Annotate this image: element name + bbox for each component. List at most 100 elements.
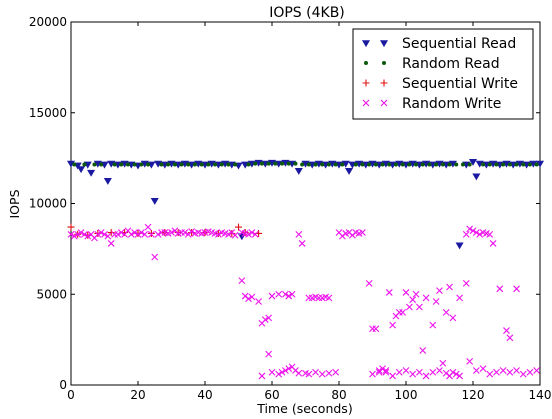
point-random-write bbox=[268, 368, 276, 376]
point-random-write bbox=[245, 295, 252, 303]
point-random-write bbox=[429, 368, 437, 376]
point-random-read bbox=[393, 162, 398, 167]
point-random-write bbox=[466, 358, 474, 365]
point-random-read bbox=[233, 162, 238, 167]
legend-marker bbox=[380, 79, 388, 87]
point-random-read bbox=[427, 162, 432, 167]
x-tick-label: 140 bbox=[529, 388, 552, 402]
point-random-read bbox=[400, 162, 405, 167]
point-random-write bbox=[114, 230, 122, 238]
point-sequential-read bbox=[468, 158, 478, 166]
point-random-write bbox=[131, 229, 139, 236]
point-random-write bbox=[469, 227, 477, 235]
point-random-write bbox=[429, 321, 437, 329]
point-random-write bbox=[399, 309, 407, 316]
point-random-write bbox=[472, 367, 480, 374]
point-random-read bbox=[219, 162, 224, 167]
point-random-write bbox=[456, 372, 463, 380]
point-random-write bbox=[312, 368, 319, 376]
point-random-read bbox=[92, 162, 97, 167]
y-tick-label: 20000 bbox=[29, 15, 67, 29]
point-random-write bbox=[107, 240, 115, 247]
point-random-write bbox=[251, 230, 259, 238]
point-random-write bbox=[325, 369, 333, 377]
point-random-read bbox=[501, 162, 506, 167]
point-random-read bbox=[119, 162, 124, 167]
point-random-write bbox=[416, 303, 423, 311]
point-random-write bbox=[141, 230, 149, 238]
legend: Sequential Read Random Read Sequential Wri… bbox=[352, 28, 534, 120]
point-random-read bbox=[132, 162, 137, 167]
point-random-read bbox=[326, 162, 331, 167]
point-random-read bbox=[454, 162, 459, 167]
data-points bbox=[66, 158, 545, 380]
point-random-read bbox=[259, 161, 264, 166]
x-tick-label: 100 bbox=[395, 388, 418, 402]
y-tick-label: 5000 bbox=[36, 287, 67, 301]
point-random-read bbox=[206, 162, 211, 167]
point-random-write bbox=[265, 350, 273, 358]
point-random-write bbox=[97, 229, 105, 236]
point-random-read bbox=[434, 162, 439, 167]
point-random-read bbox=[407, 162, 412, 167]
point-random-write bbox=[409, 296, 417, 304]
point-random-write bbox=[419, 347, 427, 354]
point-random-write bbox=[285, 292, 293, 300]
point-sequential-read bbox=[103, 178, 112, 185]
x-tick-label: 80 bbox=[331, 388, 346, 402]
x-tick-label: 120 bbox=[462, 388, 485, 402]
point-random-write bbox=[395, 368, 403, 376]
point-random-write bbox=[238, 277, 246, 285]
point-random-read bbox=[286, 161, 291, 166]
point-random-write bbox=[402, 289, 410, 296]
point-random-write bbox=[255, 298, 262, 305]
point-random-read bbox=[172, 162, 177, 167]
point-random-write bbox=[489, 240, 497, 247]
point-random-read bbox=[192, 162, 197, 167]
point-random-read bbox=[186, 162, 191, 167]
point-random-write bbox=[405, 303, 413, 311]
point-random-read bbox=[353, 162, 358, 167]
point-sequential-write bbox=[107, 229, 115, 237]
point-random-write bbox=[389, 372, 396, 380]
y-tick-label: 0 bbox=[59, 378, 67, 392]
axis-ticks: 0 20 40 60 80 100 120 140 0 5000 10000 15000 20000 bbox=[29, 15, 552, 402]
point-random-write bbox=[486, 230, 494, 238]
point-sequential-read bbox=[77, 166, 86, 174]
point-random-write bbox=[285, 365, 293, 373]
point-random-read bbox=[367, 162, 372, 167]
point-random-write bbox=[127, 230, 135, 238]
y-tick-label: 10000 bbox=[29, 197, 67, 211]
x-tick-label: 40 bbox=[197, 388, 212, 402]
point-random-read bbox=[481, 162, 486, 167]
legend-label: Sequential Read bbox=[402, 36, 516, 52]
point-random-read bbox=[467, 162, 472, 167]
point-random-write bbox=[439, 359, 447, 367]
point-random-write bbox=[168, 229, 175, 236]
point-random-write bbox=[151, 253, 159, 261]
point-random-write bbox=[436, 367, 443, 374]
point-random-write bbox=[389, 321, 396, 329]
point-random-write bbox=[295, 369, 303, 377]
point-random-write bbox=[365, 279, 373, 287]
point-random-read bbox=[313, 162, 318, 167]
point-random-write bbox=[282, 367, 289, 374]
point-random-read bbox=[507, 162, 512, 167]
point-random-read bbox=[487, 162, 492, 167]
point-random-write bbox=[261, 316, 269, 324]
point-random-read bbox=[112, 162, 117, 167]
point-random-write bbox=[258, 372, 266, 380]
x-tick-label: 60 bbox=[264, 388, 279, 402]
point-random-write bbox=[533, 367, 541, 374]
point-random-write bbox=[231, 231, 239, 239]
point-random-write bbox=[462, 230, 470, 238]
point-random-write bbox=[456, 294, 463, 302]
point-sequential-read bbox=[455, 242, 464, 250]
point-random-write bbox=[486, 370, 494, 378]
point-random-read bbox=[293, 161, 298, 166]
point-random-read bbox=[527, 162, 532, 167]
legend-item-random-read: Random Read bbox=[364, 56, 500, 72]
point-random-read bbox=[139, 162, 144, 167]
point-sequential-write bbox=[174, 229, 182, 237]
legend-label: Sequential Write bbox=[402, 76, 518, 92]
